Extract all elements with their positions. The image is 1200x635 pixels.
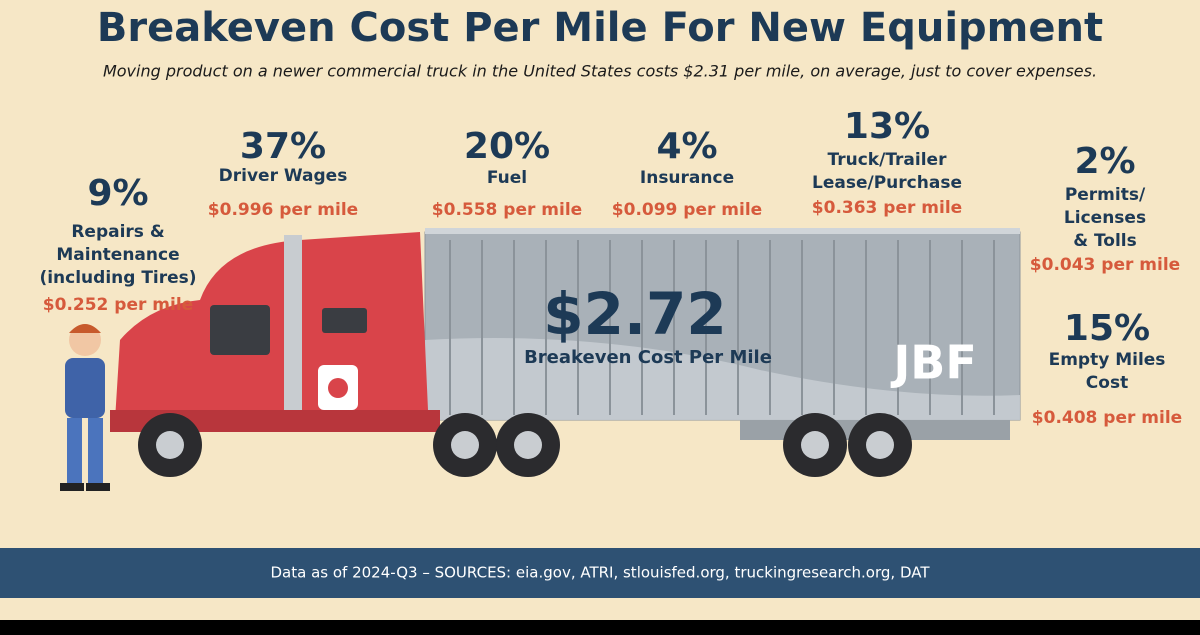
hub <box>866 431 894 459</box>
item-percent: 4% <box>656 126 717 167</box>
subtitle: Moving product on a newer commercial tru… <box>103 62 1097 81</box>
item-label: Permits/ <box>1065 185 1146 205</box>
brand: JBF <box>890 336 977 390</box>
bottom-strip <box>0 620 1200 635</box>
item-label: Driver Wages <box>219 166 348 186</box>
item-label: (including Tires) <box>39 268 196 288</box>
item-percent: 15% <box>1064 308 1150 349</box>
item-label: Insurance <box>640 168 734 188</box>
hub <box>156 431 184 459</box>
trailer <box>424 228 1021 440</box>
item-percent: 37% <box>240 126 326 167</box>
item-cost: $0.043 per mile <box>1030 255 1180 275</box>
item-cost: $0.099 per mile <box>612 200 762 220</box>
wheels <box>138 413 912 477</box>
item-label: Empty Miles <box>1049 350 1166 370</box>
center-amount: $2.72 <box>543 280 726 348</box>
item-label: Licenses <box>1064 208 1146 228</box>
item-label: Lease/Purchase <box>812 173 962 193</box>
truck-cab <box>110 232 440 432</box>
item-cost: $0.252 per mile <box>43 295 193 315</box>
item-percent: 20% <box>464 126 550 167</box>
item-label: Truck/Trailer <box>828 150 948 170</box>
item-percent: 9% <box>87 173 148 214</box>
item-percent: 2% <box>1074 141 1135 182</box>
footer: Data as of 2024-Q3 – SOURCES: eia.gov, A… <box>271 564 931 582</box>
item-cost: $0.558 per mile <box>432 200 582 220</box>
item-cost: $0.996 per mile <box>208 200 358 220</box>
item-label: Maintenance <box>56 245 179 265</box>
footer-bar <box>0 548 1200 598</box>
item-cost: $0.408 per mile <box>1032 408 1182 428</box>
hub <box>451 431 479 459</box>
item-label: Fuel <box>487 168 527 188</box>
driver-illustration <box>60 324 110 491</box>
item-label: Cost <box>1086 373 1128 393</box>
item-cost: $0.363 per mile <box>812 198 962 218</box>
item-label: Repairs & <box>71 222 165 242</box>
hub <box>801 431 829 459</box>
center-label: Breakeven Cost Per Mile <box>524 347 772 368</box>
hub <box>514 431 542 459</box>
title: Breakeven Cost Per Mile For New Equipmen… <box>97 5 1103 51</box>
item-label: & Tolls <box>1073 231 1137 251</box>
item-percent: 13% <box>844 106 930 147</box>
